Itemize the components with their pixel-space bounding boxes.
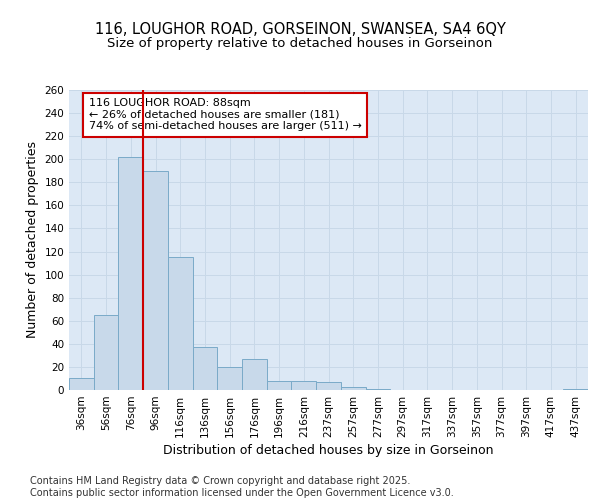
Y-axis label: Number of detached properties: Number of detached properties bbox=[26, 142, 39, 338]
Text: 116 LOUGHOR ROAD: 88sqm
← 26% of detached houses are smaller (181)
74% of semi-d: 116 LOUGHOR ROAD: 88sqm ← 26% of detache… bbox=[89, 98, 362, 132]
Bar bbox=[316, 382, 341, 390]
Bar bbox=[365, 389, 390, 390]
Bar bbox=[341, 386, 365, 390]
Bar bbox=[168, 258, 193, 390]
Bar bbox=[563, 389, 588, 390]
Bar bbox=[217, 367, 242, 390]
Bar bbox=[193, 348, 217, 390]
Bar bbox=[242, 359, 267, 390]
Bar bbox=[69, 378, 94, 390]
Text: Contains HM Land Registry data © Crown copyright and database right 2025.
Contai: Contains HM Land Registry data © Crown c… bbox=[30, 476, 454, 498]
Bar bbox=[292, 381, 316, 390]
Bar bbox=[118, 157, 143, 390]
X-axis label: Distribution of detached houses by size in Gorseinon: Distribution of detached houses by size … bbox=[163, 444, 494, 457]
Text: Size of property relative to detached houses in Gorseinon: Size of property relative to detached ho… bbox=[107, 38, 493, 51]
Text: 116, LOUGHOR ROAD, GORSEINON, SWANSEA, SA4 6QY: 116, LOUGHOR ROAD, GORSEINON, SWANSEA, S… bbox=[95, 22, 505, 38]
Bar bbox=[143, 171, 168, 390]
Bar bbox=[94, 315, 118, 390]
Bar bbox=[267, 381, 292, 390]
